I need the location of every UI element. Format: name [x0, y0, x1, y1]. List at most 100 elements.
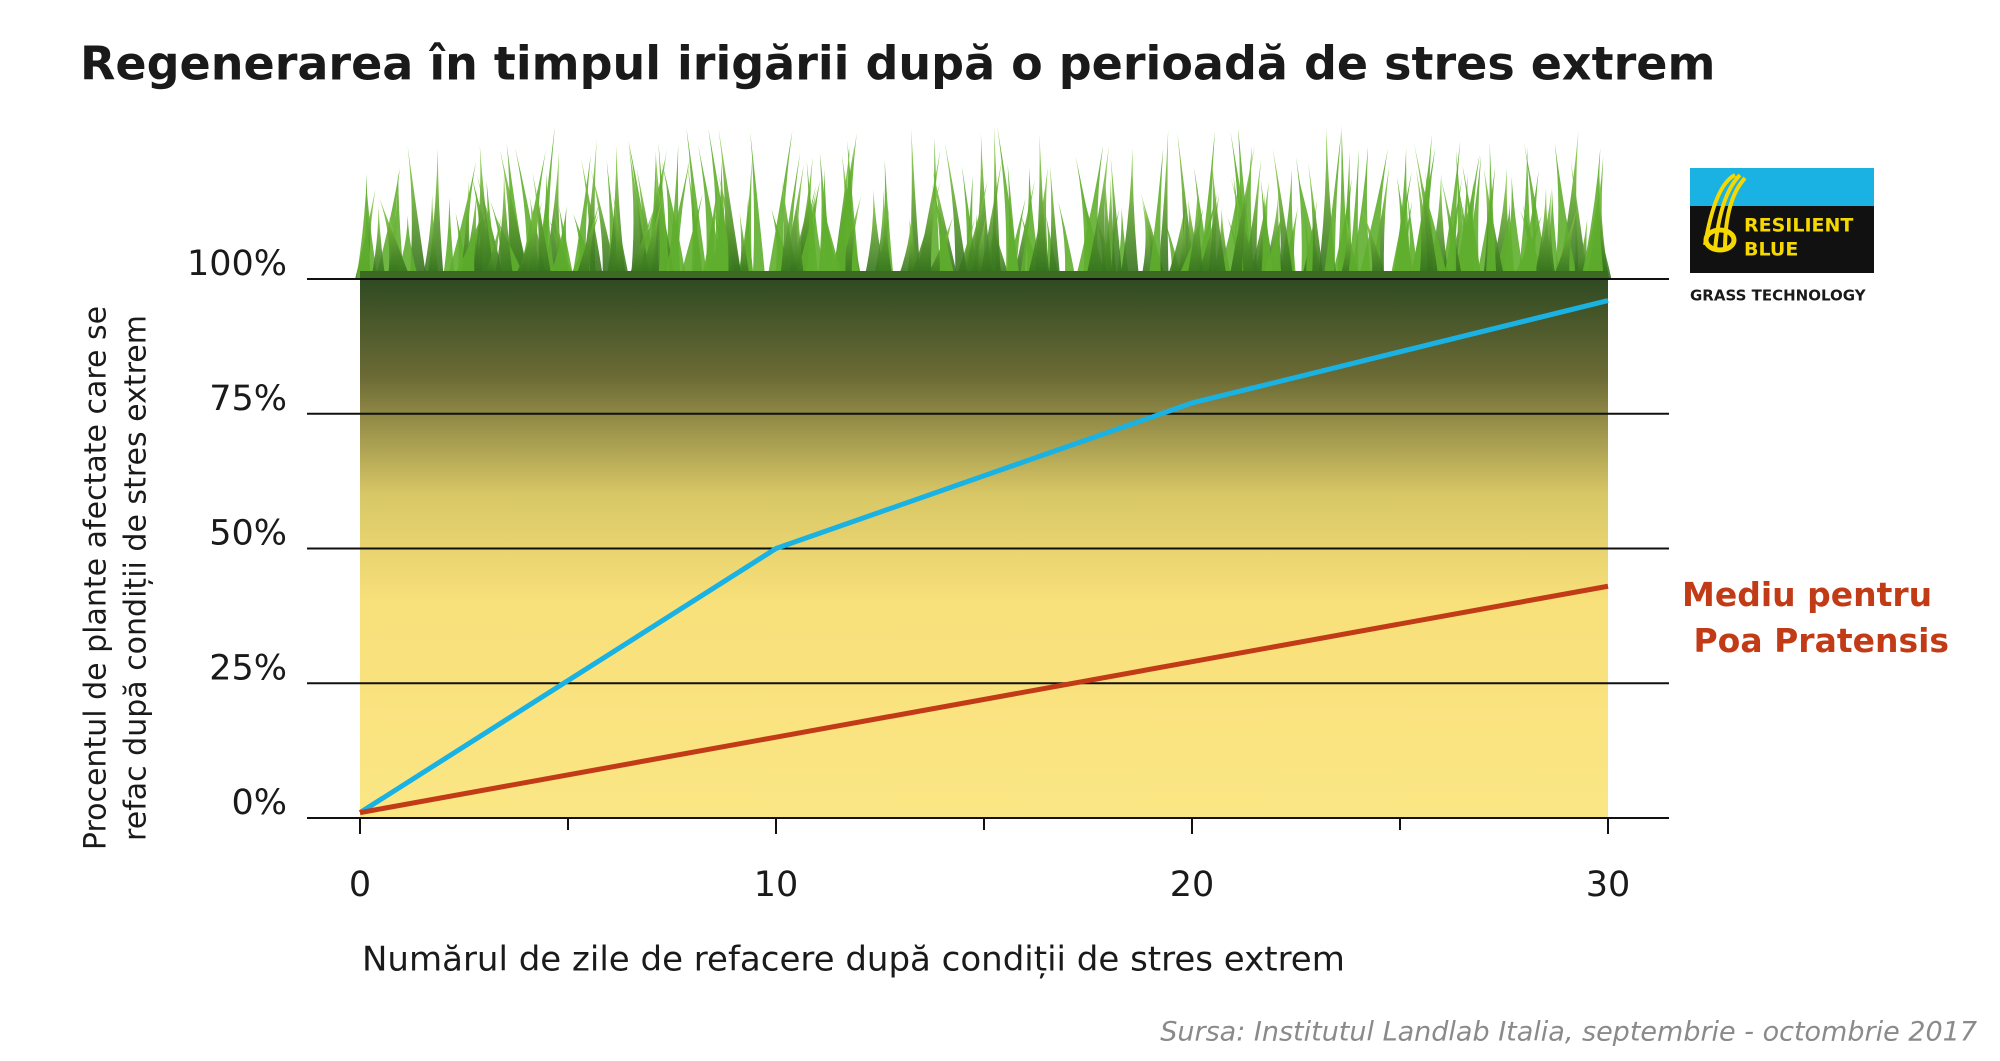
- plot: 0% 25% 50% 75% 100% 0 10 20 30 Mediu pentru Poa P…: [187, 244, 1949, 905]
- grass-blade: [484, 217, 502, 279]
- grass-blade: [1110, 156, 1123, 279]
- grass-blade: [1443, 178, 1463, 279]
- grass-blade: [1308, 162, 1324, 279]
- grass-blade: [613, 195, 630, 279]
- grass-blade: [1485, 142, 1497, 279]
- grass-blade: [961, 180, 988, 279]
- grass-blade: [817, 168, 832, 279]
- grass-blade: [1261, 208, 1283, 279]
- grass-blade: [739, 212, 750, 279]
- grass-blade: [1348, 149, 1359, 279]
- grass-blade: [575, 200, 600, 279]
- grass-blade: [422, 194, 440, 279]
- grass-blade: [990, 125, 1001, 279]
- grass-blade: [795, 180, 820, 279]
- x-tick-label: 0: [349, 865, 371, 905]
- grass-blade: [658, 142, 671, 279]
- grass-blade: [379, 197, 411, 279]
- grass-blade: [356, 173, 372, 279]
- grass-blade: [806, 160, 819, 279]
- grass-blade: [1452, 154, 1480, 279]
- logo: RESILIENT BLUE GRASS TECHNOLOGY: [1690, 168, 1874, 305]
- source: Sursa: Institutul Landlab Italia, septem…: [1160, 1017, 1977, 1048]
- grass-blade: [1207, 159, 1227, 279]
- grass-blade: [1026, 166, 1050, 279]
- grass-blade: [1140, 201, 1165, 279]
- x-axis-title: Numărul de zile de refacere după condiți…: [362, 940, 1345, 980]
- grass-blade: [831, 143, 855, 279]
- grass-blade: [664, 157, 691, 279]
- chart-title: Regenerarea în timpul irigării după o pe…: [80, 37, 1715, 91]
- grass-blade: [717, 172, 743, 279]
- y-axis-title-line: refac după condiții de stres extrem: [119, 315, 154, 841]
- x-tick-label: 10: [754, 865, 799, 905]
- grass-blade: [767, 130, 793, 279]
- grass-blade: [837, 195, 862, 279]
- line: [359, 583, 1609, 816]
- grass-blade: [1278, 168, 1297, 279]
- grass-blade: [701, 186, 718, 279]
- grass-blade: [580, 157, 604, 279]
- grass-blade: [499, 149, 530, 279]
- grass-blade: [1554, 143, 1578, 279]
- line: [358, 298, 1609, 815]
- grass-blade: [407, 146, 427, 279]
- grass-blade: [750, 131, 766, 279]
- grass-blade: [1349, 146, 1371, 279]
- grass-blade: [573, 214, 600, 279]
- grass-blade: [906, 217, 918, 279]
- grass-blade: [452, 213, 483, 279]
- grass-blade: [910, 181, 941, 279]
- logo-text: BLUE: [1744, 239, 1798, 261]
- grass-blade: [628, 207, 655, 279]
- grass-blade: [639, 197, 663, 279]
- series-label-line: Poa Pratensis: [1682, 621, 1949, 660]
- grass-blade: [1101, 172, 1113, 279]
- grass-blade: [1492, 207, 1513, 279]
- grass-blade: [1394, 201, 1413, 279]
- y-tick-label: 75%: [209, 379, 287, 419]
- grass-blade: [1533, 187, 1554, 279]
- grass-blade: [1552, 209, 1577, 279]
- grass-blade: [932, 168, 959, 279]
- grass: [355, 124, 1612, 280]
- series-label-line: Mediu pentru: [1682, 575, 1932, 614]
- y-axis-title: Procentul de plante afectate care se ref…: [79, 306, 154, 850]
- grass-blade: [1390, 171, 1412, 279]
- grass-blade: [1006, 163, 1019, 279]
- grass-blade: [1420, 177, 1448, 279]
- grass-blade: [1058, 201, 1076, 279]
- grass-blade: [370, 206, 386, 279]
- grass-blade: [1243, 159, 1262, 279]
- grass-blade: [1085, 146, 1109, 279]
- grass-blade: [718, 128, 743, 279]
- y-tick-label: 100%: [187, 244, 287, 284]
- grass-blade: [932, 184, 955, 279]
- grass-blade: [679, 193, 703, 279]
- grass-blade: [873, 189, 893, 279]
- y-tick-label: 0%: [231, 783, 287, 823]
- grass-blade: [1413, 142, 1439, 279]
- grass-blade: [741, 160, 753, 279]
- grass-blade: [1186, 185, 1205, 279]
- grass-blade: [549, 206, 571, 279]
- grass-blade: [1148, 148, 1164, 279]
- grass-blade: [686, 127, 708, 280]
- grass-blade: [1518, 170, 1539, 279]
- y-tick-label: 25%: [209, 648, 287, 688]
- grass-blade: [1120, 147, 1140, 279]
- grass-blade: [472, 144, 496, 279]
- grass-blade: [968, 216, 987, 279]
- grass-blade: [1229, 144, 1255, 279]
- grass-blade: [446, 161, 477, 279]
- grass-blade: [712, 160, 731, 279]
- logo-tagline: GRASS TECHNOLOGY: [1690, 287, 1867, 305]
- grass-blade: [1557, 130, 1580, 279]
- logo-text: RESILIENT: [1744, 215, 1853, 237]
- grass-blade: [1157, 129, 1169, 279]
- grass-blade: [944, 141, 968, 279]
- grass-blade: [532, 171, 552, 279]
- y-tick-label: 50%: [209, 514, 287, 554]
- grass-blade: [897, 211, 922, 279]
